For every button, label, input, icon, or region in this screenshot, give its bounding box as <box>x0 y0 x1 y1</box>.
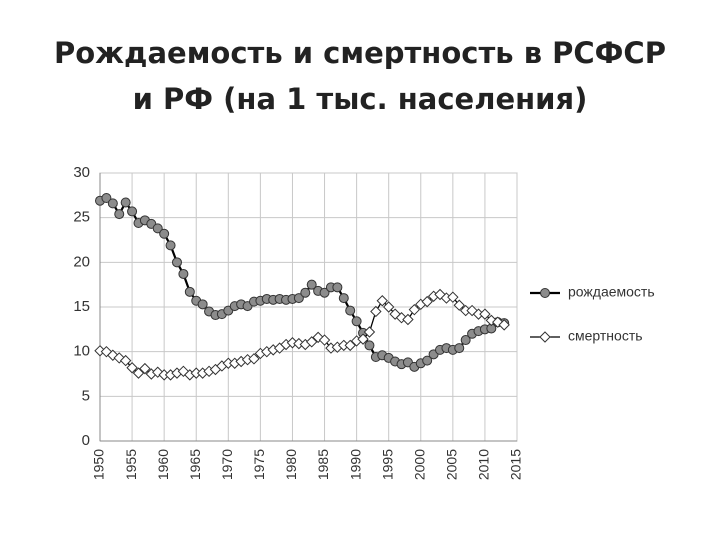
marker <box>159 228 170 239</box>
marker <box>165 240 176 251</box>
x-tick-label: 1965 <box>187 449 203 480</box>
marker <box>101 193 112 204</box>
x-tick-label: 1970 <box>219 449 235 480</box>
marker <box>306 279 317 290</box>
marker <box>479 308 491 320</box>
marker <box>132 367 145 379</box>
marker <box>318 334 331 346</box>
marker <box>178 268 189 279</box>
marker <box>363 326 376 338</box>
x-tick-label: 2015 <box>508 449 524 480</box>
x-tick-label: 1990 <box>347 449 363 480</box>
marker <box>421 295 433 308</box>
marker <box>344 339 356 352</box>
marker <box>152 223 163 234</box>
marker <box>447 291 459 303</box>
y-tick-label: 0 <box>82 432 90 449</box>
y-tick-label: 10 <box>73 343 90 360</box>
marker <box>370 305 382 318</box>
marker <box>338 293 349 304</box>
x-tick-label: 1995 <box>379 449 395 480</box>
chart-title: Рождаемость и смертность в РСФСР и РФ (н… <box>54 36 666 116</box>
marker <box>460 335 471 346</box>
marker <box>357 333 369 345</box>
y-tick-label: 5 <box>82 387 90 404</box>
marker <box>453 299 465 311</box>
legend-label: рождаемость <box>568 284 655 300</box>
x-tick-label: 1985 <box>315 449 331 480</box>
marker <box>126 362 138 374</box>
marker <box>120 197 131 208</box>
marker <box>184 286 195 297</box>
x-tick-label: 1960 <box>155 449 171 480</box>
marker <box>351 316 362 327</box>
marker <box>114 209 125 220</box>
marker <box>364 340 375 351</box>
x-tick-label: 2010 <box>476 449 492 480</box>
marker <box>306 336 318 348</box>
marker <box>248 353 260 365</box>
legend-marker <box>540 288 550 298</box>
marker <box>376 295 388 307</box>
marker <box>382 301 395 313</box>
marker <box>408 303 421 316</box>
marker <box>127 206 138 217</box>
marker <box>498 319 510 331</box>
marker <box>345 305 356 316</box>
marker <box>402 313 414 326</box>
y-tick-label: 20 <box>73 253 90 270</box>
marker <box>422 355 433 366</box>
marker <box>107 198 118 209</box>
x-tick-label: 2005 <box>444 449 460 480</box>
marker <box>171 257 182 268</box>
marker <box>293 293 304 304</box>
marker <box>119 354 132 367</box>
legend-label: смертность <box>568 328 643 344</box>
y-tick-label: 15 <box>73 298 90 315</box>
y-tick-label: 30 <box>73 164 90 181</box>
y-tick-label: 25 <box>73 209 90 226</box>
x-tick-label: 1975 <box>251 449 267 480</box>
x-tick-label: 1950 <box>91 449 107 480</box>
marker <box>300 287 311 298</box>
x-tick-label: 1955 <box>123 449 139 480</box>
x-tick-label: 1980 <box>283 449 299 480</box>
x-tick-label: 2000 <box>411 449 427 480</box>
legend-marker <box>539 331 551 343</box>
marker <box>332 282 343 293</box>
marker <box>454 343 465 354</box>
marker <box>197 299 208 310</box>
marker <box>319 287 330 298</box>
marker <box>139 362 151 375</box>
